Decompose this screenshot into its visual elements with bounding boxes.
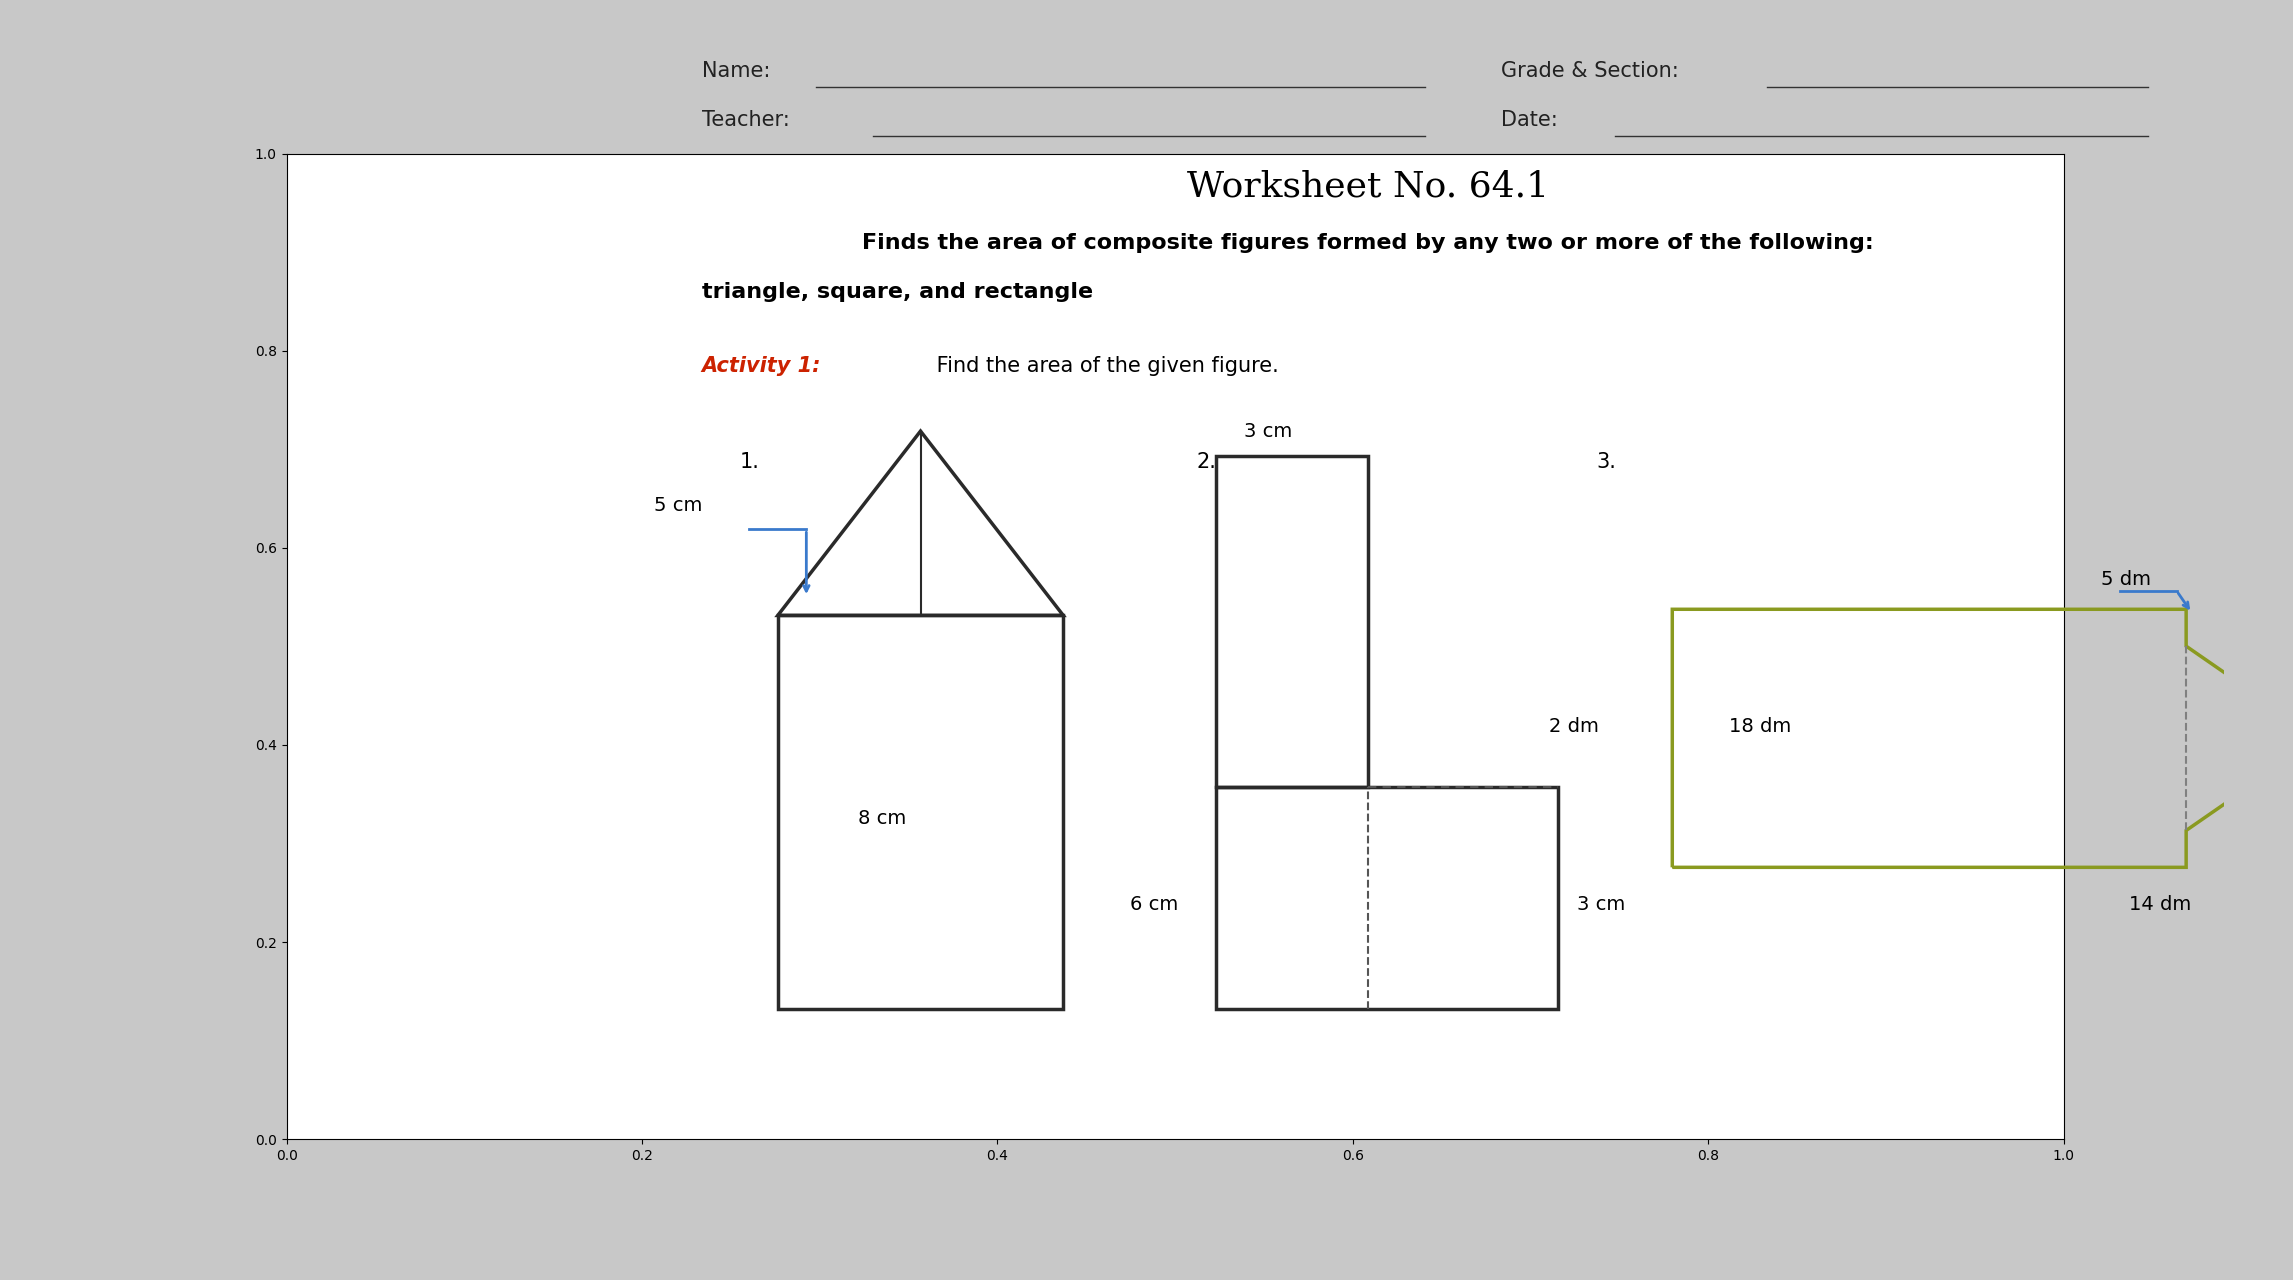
Text: 6 cm: 6 cm [1130, 895, 1179, 914]
Text: 1.: 1. [741, 452, 759, 472]
Text: 5 dm: 5 dm [2100, 570, 2151, 589]
Text: Worksheet No. 64.1: Worksheet No. 64.1 [1188, 170, 1548, 204]
Text: 14 dm: 14 dm [2130, 895, 2192, 914]
Text: 8 cm: 8 cm [858, 809, 906, 828]
Text: 18 dm: 18 dm [1729, 717, 1791, 736]
Text: Teacher:: Teacher: [702, 110, 789, 131]
Text: 5 cm: 5 cm [654, 495, 702, 515]
Text: Name:: Name: [702, 61, 770, 81]
Text: Grade & Section:: Grade & Section: [1502, 61, 1678, 81]
Text: 2.: 2. [1197, 452, 1215, 472]
Text: triangle, square, and rectangle: triangle, square, and rectangle [702, 282, 1094, 302]
Text: Date:: Date: [1502, 110, 1557, 131]
Text: Find the area of the given figure.: Find the area of the given figure. [931, 356, 1279, 376]
Text: Finds the area of composite figures formed by any two or more of the following:: Finds the area of composite figures form… [862, 233, 1873, 253]
Text: 3 cm: 3 cm [1245, 422, 1293, 442]
Text: Activity 1:: Activity 1: [702, 356, 821, 376]
Text: 3 cm: 3 cm [1578, 895, 1626, 914]
Text: 3.: 3. [1596, 452, 1617, 472]
Text: 2 dm: 2 dm [1548, 717, 1598, 736]
